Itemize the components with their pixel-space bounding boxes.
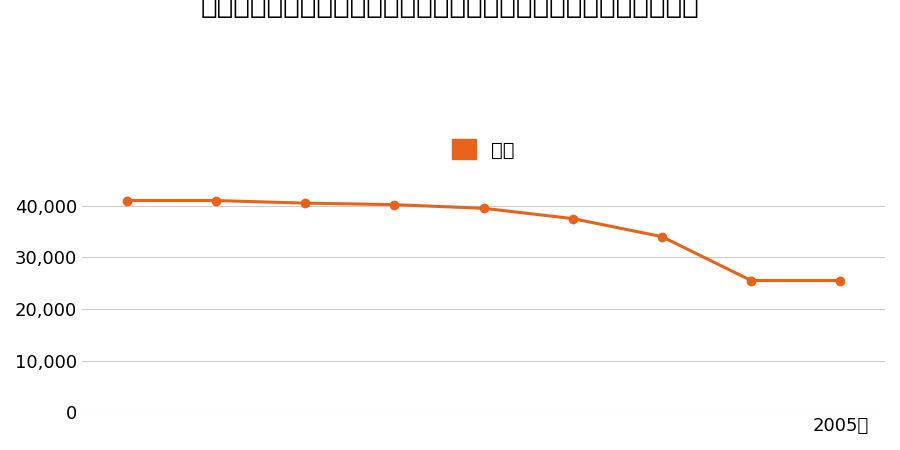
Text: 福岡県糸島郡二丈町大字松末字東野１１９０番２外３筆の地価推移: 福岡県糸島郡二丈町大字松末字東野１１９０番２外３筆の地価推移 <box>201 0 699 19</box>
Legend: 価格: 価格 <box>445 131 523 168</box>
